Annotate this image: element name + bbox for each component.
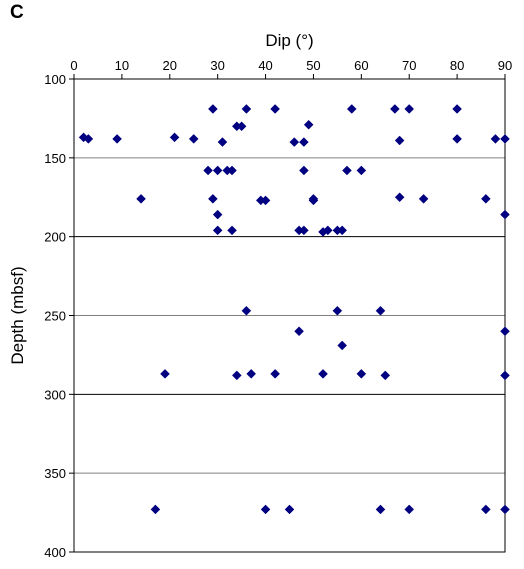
x-tick-label: 40 [258, 58, 272, 73]
x-tick-label: 60 [354, 58, 368, 73]
y-tick-label: 200 [44, 230, 66, 245]
data-point [318, 368, 328, 379]
data-point [337, 340, 348, 351]
data-point [241, 104, 252, 114]
data-point [418, 193, 429, 204]
data-point [270, 104, 280, 114]
data-point [212, 209, 223, 220]
data-point [404, 104, 415, 114]
data-point [169, 132, 180, 143]
data-points [78, 104, 510, 515]
data-point [380, 370, 391, 381]
data-point [500, 504, 510, 515]
data-point [404, 504, 415, 515]
data-point [236, 121, 247, 132]
data-point [227, 225, 237, 236]
data-point [299, 137, 309, 147]
x-tick-label: 20 [163, 58, 177, 73]
data-point [203, 165, 213, 176]
data-point [160, 368, 170, 379]
data-point [112, 134, 122, 144]
data-point [241, 305, 252, 316]
gridlines [74, 157, 505, 474]
data-point [208, 193, 218, 204]
data-point [208, 104, 218, 114]
data-point [375, 305, 386, 316]
data-point [346, 104, 357, 114]
panel-label: C [10, 2, 24, 23]
data-point [332, 305, 343, 316]
x-tick-label: 0 [70, 58, 77, 73]
data-point [480, 504, 491, 515]
x-tick-label: 90 [498, 58, 512, 73]
x-tick-label: 50 [306, 58, 320, 73]
data-point [212, 165, 223, 176]
data-point [227, 165, 237, 176]
y-tick-label: 400 [44, 545, 66, 560]
data-point [308, 195, 319, 206]
data-point [394, 135, 405, 146]
data-point [299, 165, 309, 176]
y-tick-label: 100 [44, 72, 66, 87]
data-point [284, 504, 295, 515]
y-tick-label: 250 [44, 309, 66, 324]
data-point [337, 225, 348, 236]
y-axis-title: Depth (mbsf) [8, 266, 27, 364]
data-point [260, 195, 271, 206]
data-point [375, 504, 386, 515]
data-point [212, 225, 223, 236]
data-point [136, 193, 146, 204]
data-point [500, 134, 510, 144]
data-point [299, 225, 309, 236]
data-point [480, 193, 491, 204]
data-point [342, 165, 352, 176]
data-point [217, 137, 228, 147]
data-point [260, 504, 271, 515]
x-tick-label: 70 [402, 58, 416, 73]
data-point [452, 104, 462, 114]
x-axis-ticks: 0 10 20 30 40 50 60 70 80 90 [70, 58, 512, 79]
data-point [390, 104, 400, 114]
x-tick-label: 10 [115, 58, 129, 73]
data-point [500, 326, 510, 337]
x-tick-label: 80 [450, 58, 464, 73]
y-tick-label: 150 [44, 151, 66, 166]
data-point [452, 134, 462, 144]
y-axis-ticks: 100 150 200 250 300 350 400 [44, 72, 74, 560]
data-point [500, 209, 510, 220]
data-point [289, 137, 300, 147]
x-tick-label: 30 [210, 58, 224, 73]
data-point [356, 165, 367, 176]
data-point [356, 368, 367, 379]
data-point [322, 225, 333, 236]
data-point [246, 368, 257, 379]
data-point [394, 192, 405, 203]
data-point [500, 370, 510, 381]
data-point [188, 134, 199, 144]
data-point [490, 134, 501, 144]
data-point [303, 119, 314, 130]
data-point [270, 368, 280, 379]
data-point [231, 370, 242, 381]
x-axis-title: Dip (°) [265, 31, 313, 50]
data-point [150, 504, 161, 515]
y-tick-label: 350 [44, 466, 66, 481]
y-tick-label: 300 [44, 387, 66, 402]
data-point [83, 134, 94, 144]
data-point [294, 326, 304, 337]
